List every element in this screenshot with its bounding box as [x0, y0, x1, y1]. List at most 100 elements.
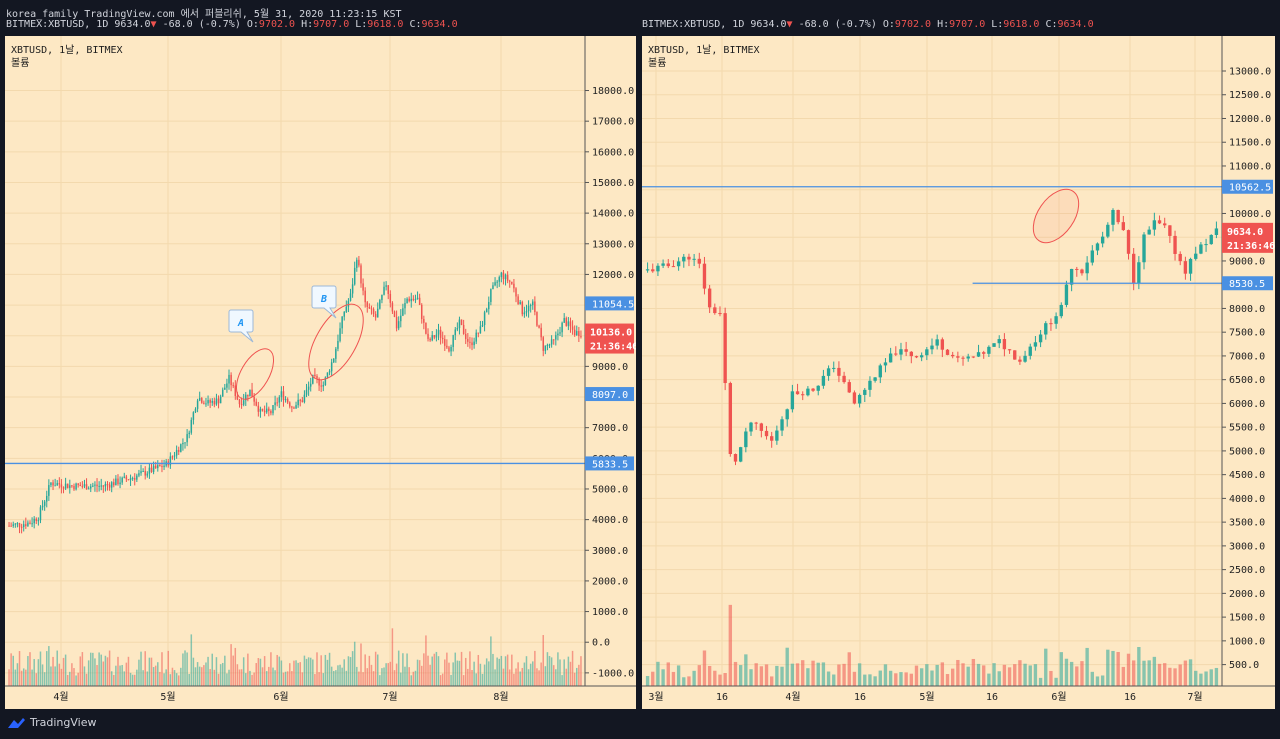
volume-bar: [992, 663, 996, 686]
volume-bar: [873, 676, 877, 686]
candle-body: [552, 339, 555, 341]
candle-body: [98, 485, 100, 487]
volume-bar: [305, 658, 308, 686]
price-tick-label: 9000.0: [1229, 256, 1265, 267]
candle-body: [473, 341, 475, 346]
candle-body: [192, 412, 195, 420]
candle-body: [289, 402, 291, 407]
volume-bar: [393, 670, 396, 686]
candle-body: [60, 484, 63, 488]
volume-bar: [801, 660, 805, 686]
volume-bar: [100, 654, 102, 686]
candle-body: [1054, 316, 1058, 324]
candle-body: [951, 354, 955, 357]
volume-bar: [347, 656, 350, 686]
volume-bar: [894, 673, 898, 686]
candle-body: [48, 485, 50, 496]
volume-bar: [420, 665, 423, 686]
time-tick-label: 6월: [273, 691, 288, 703]
volume-bar: [376, 654, 379, 686]
level-label-bg: [585, 387, 634, 402]
callout-a: A: [228, 309, 254, 343]
volume-bar: [31, 669, 33, 686]
price-tick-label: 12500.0: [1229, 90, 1271, 101]
candle-body: [460, 319, 463, 325]
candle-body: [467, 338, 469, 342]
candle-body: [785, 409, 789, 420]
volume-bar: [127, 656, 130, 686]
candle-body: [333, 358, 335, 363]
candle-body: [177, 449, 180, 452]
time-axis-bg: [5, 686, 636, 709]
volume-bar: [775, 665, 779, 686]
candle-body: [387, 285, 389, 294]
candle-body: [1121, 222, 1126, 231]
candle-body: [349, 293, 352, 301]
chart-legend-left: XBTUSD, 1날, BITMEX 볼륨: [11, 44, 123, 70]
candle-body: [1147, 229, 1151, 235]
candle-body: [899, 349, 903, 355]
time-tick-label: 5월: [160, 691, 175, 703]
candle-body: [565, 318, 568, 326]
candle-body: [184, 442, 186, 444]
volume-bar: [1085, 647, 1089, 686]
chart-title: XBTUSD, 1날, BITMEX: [11, 45, 123, 56]
chart-panel-left[interactable]: A B 18000.0 17000.0 16000.0 15000.0 14000.0 130…: [5, 36, 636, 709]
volume-bar: [171, 667, 174, 686]
candle-body: [400, 315, 402, 322]
candle-body: [925, 349, 929, 356]
volume-bar: [152, 667, 155, 686]
volume-bar: [555, 669, 557, 686]
tradingview-logo[interactable]: TradingView: [6, 716, 96, 729]
candle-body: [878, 365, 882, 378]
volume-bar: [408, 667, 410, 686]
chart-panel-right[interactable]: 13000.012500.012000.011500.011000.010500…: [642, 36, 1275, 709]
volume-bar: [360, 643, 362, 686]
candle-body: [150, 467, 153, 472]
candle-body: [297, 399, 299, 406]
candle-body: [578, 331, 580, 337]
volume-bar: [58, 663, 61, 686]
candle-body: [94, 484, 96, 486]
candle-body: [69, 485, 71, 488]
volume-bar: [330, 666, 333, 686]
chart-svg-right[interactable]: 13000.012500.012000.011500.011000.010500…: [642, 36, 1275, 709]
candle-body: [444, 339, 446, 346]
candle-body: [41, 505, 44, 508]
candle-body: [1028, 346, 1032, 356]
volume-bar: [259, 658, 262, 686]
volume-bar: [863, 674, 867, 686]
volume-bar: [163, 673, 165, 686]
volume-bar: [573, 672, 576, 686]
candle-body: [961, 357, 965, 359]
candle-body: [418, 297, 421, 305]
candle-body: [538, 325, 540, 328]
candle-body: [119, 482, 121, 485]
candle-body: [18, 523, 21, 527]
candle-body: [291, 406, 293, 408]
down-arrow-icon: ▼: [150, 19, 157, 30]
candle-body: [883, 362, 888, 366]
candle-body: [1080, 269, 1084, 274]
volume-bar: [1168, 667, 1172, 686]
chart-svg-left[interactable]: A B 18000.0 17000.0 16000.0 15000.0 14000.0 130…: [5, 36, 636, 709]
candle-body: [764, 430, 769, 437]
volume-bar: [400, 672, 402, 686]
candle-body: [43, 501, 46, 506]
candle-body: [8, 525, 10, 527]
candle-body: [29, 522, 31, 524]
candle-body: [1157, 220, 1162, 224]
volume-bar: [494, 669, 496, 686]
candle-body: [1131, 253, 1136, 284]
volume-bar: [381, 668, 383, 686]
candle-body: [971, 356, 976, 358]
volume-bar: [115, 665, 117, 686]
volume-bar: [656, 661, 660, 686]
candle-body: [62, 487, 65, 489]
candle-body: [16, 523, 19, 525]
volume-bar: [293, 660, 295, 686]
candle-body: [546, 344, 549, 346]
candle-body: [117, 478, 119, 485]
time-tick-label: 16: [1124, 692, 1136, 703]
volume-bar: [148, 657, 151, 686]
